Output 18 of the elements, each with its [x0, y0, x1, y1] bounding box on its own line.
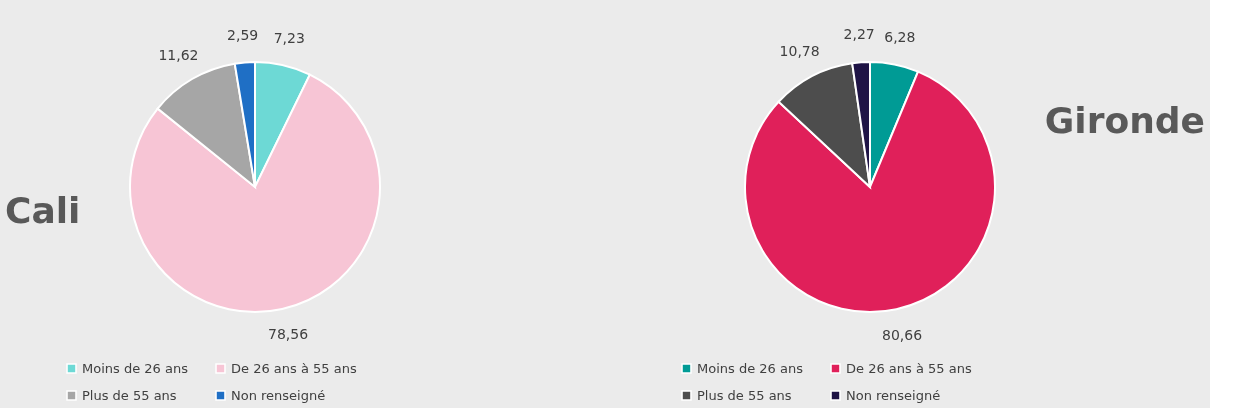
data-label: 11,62 — [158, 46, 199, 63]
legend-label: Moins de 26 ans — [82, 360, 189, 376]
data-label: 2,59 — [227, 26, 259, 43]
legend-label: De 26 ans à 55 ans — [231, 360, 357, 376]
data-label: 6,28 — [884, 28, 916, 45]
data-label: 2,27 — [843, 26, 875, 43]
data-label: 7,23 — [273, 29, 305, 46]
data-label: 80,66 — [882, 326, 923, 343]
legend-label: Non renseigné — [231, 387, 326, 403]
legend-label: Moins de 26 ans — [697, 360, 804, 376]
legend-label: Plus de 55 ans — [697, 387, 792, 403]
legend-label: Plus de 55 ans — [82, 387, 177, 403]
data-label: 78,56 — [268, 326, 309, 343]
legend-label: Non renseigné — [846, 387, 941, 403]
data-label: 10,78 — [779, 43, 820, 60]
text: Cali — [5, 190, 81, 231]
text: Gironde — [1044, 100, 1205, 141]
legend-label: De 26 ans à 55 ans — [846, 360, 972, 376]
